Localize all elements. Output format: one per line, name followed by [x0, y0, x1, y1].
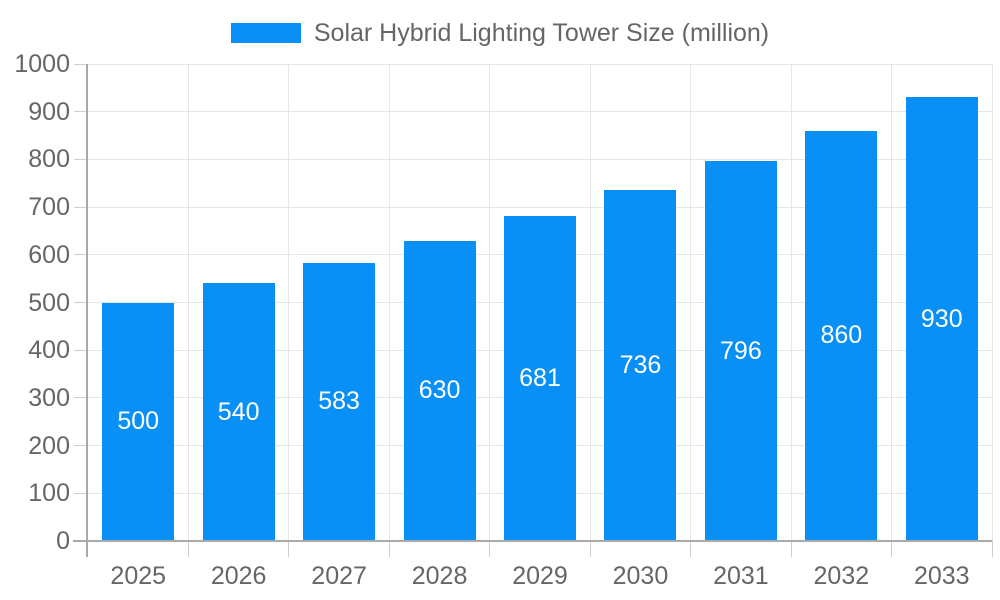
bar[interactable]: 500: [102, 302, 175, 541]
bar[interactable]: 796: [704, 161, 777, 541]
legend-swatch[interactable]: [230, 23, 301, 43]
v-gridline: [991, 64, 993, 541]
bar-value-label: 540: [217, 397, 260, 426]
x-tick-label: 2033: [913, 562, 970, 590]
y-tick-label: 100: [28, 479, 70, 508]
legend-label: Solar Hybrid Lighting Tower Size (millio…: [313, 19, 770, 47]
y-tick-label: 800: [28, 145, 70, 174]
bar[interactable]: 540: [202, 283, 275, 541]
x-tick: [991, 541, 993, 557]
v-gridline: [790, 64, 792, 541]
x-tick: [489, 541, 491, 557]
x-tick-label: 2030: [612, 562, 669, 590]
x-tick: [288, 541, 290, 557]
y-tick-label: 300: [28, 383, 70, 412]
y-tick-label: 500: [28, 288, 70, 317]
y-tick-label: 900: [28, 97, 70, 126]
bar-value-label: 583: [318, 387, 360, 416]
x-tick-label: 2027: [311, 562, 367, 590]
v-gridline: [891, 64, 893, 541]
x-tick-label: 2032: [813, 562, 870, 590]
y-tick-label: 600: [28, 240, 70, 269]
h-gridline: [88, 63, 992, 65]
y-tick-label: 0: [56, 527, 70, 555]
y-tick: [74, 492, 88, 494]
y-tick: [74, 445, 88, 447]
y-tick-label: 200: [28, 431, 70, 460]
y-tick: [74, 63, 88, 65]
y-tick: [74, 206, 88, 208]
bar-value-label: 860: [820, 321, 863, 350]
v-gridline: [489, 64, 491, 541]
x-tick-label: 2029: [512, 562, 568, 590]
x-tick: [690, 541, 692, 557]
x-tick: [589, 541, 591, 557]
y-axis-line: [86, 64, 88, 541]
bar[interactable]: 930: [905, 97, 978, 541]
x-axis-line: [73, 540, 992, 542]
y-tick: [74, 397, 88, 399]
legend[interactable]: Solar Hybrid Lighting Tower Size (millio…: [0, 19, 1000, 47]
bar-value-label: 736: [619, 350, 662, 379]
y-tick: [74, 302, 88, 303]
x-tick: [388, 541, 390, 557]
plot-area: 0 100 200 300 400 500 600 700 800 900 1000 500 2025 5…: [14, 51, 993, 590]
v-gridline: [187, 64, 189, 541]
h-gridline: [88, 158, 992, 160]
x-tick: [86, 541, 88, 557]
y-tick-label: 1000: [14, 50, 70, 78]
x-tick: [891, 541, 893, 557]
x-tick: [187, 541, 189, 557]
v-gridline: [589, 64, 591, 541]
bar-value-label: 681: [519, 364, 561, 393]
x-tick: [790, 541, 792, 557]
h-gridline: [88, 111, 992, 113]
y-tick: [74, 111, 88, 113]
bar[interactable]: 736: [604, 189, 677, 541]
y-tick: [74, 254, 88, 256]
bar-value-label: 630: [418, 376, 461, 405]
bar[interactable]: 860: [805, 130, 878, 541]
x-tick-label: 2028: [411, 562, 468, 590]
x-tick-label: 2031: [713, 562, 769, 590]
y-tick-label: 700: [28, 193, 70, 222]
v-gridline: [288, 64, 290, 541]
v-gridline: [690, 64, 692, 541]
bar-value-label: 500: [117, 407, 160, 436]
x-tick-label: 2025: [110, 562, 167, 590]
bar[interactable]: 583: [303, 262, 376, 541]
y-tick: [74, 158, 88, 160]
h-gridline: [88, 206, 992, 208]
bar-value-label: 796: [720, 336, 762, 365]
bar[interactable]: 681: [504, 216, 576, 541]
x-tick-label: 2026: [210, 562, 267, 590]
y-tick: [74, 349, 88, 351]
bar[interactable]: 630: [403, 240, 476, 541]
y-tick-label: 400: [28, 336, 70, 365]
bar-value-label: 930: [920, 304, 963, 333]
v-gridline: [388, 64, 390, 541]
